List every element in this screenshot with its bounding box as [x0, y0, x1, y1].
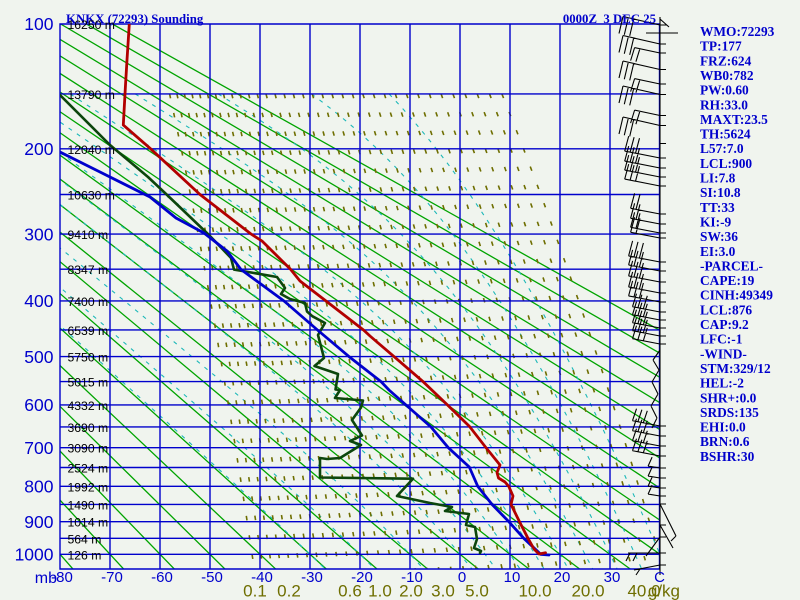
svg-text:3090 m: 3090 m — [68, 442, 109, 456]
svg-text:3690 m: 3690 m — [68, 421, 109, 435]
svg-text:CINH:49349: CINH:49349 — [700, 288, 773, 303]
svg-text:-60: -60 — [151, 569, 173, 586]
svg-text:20.0: 20.0 — [571, 582, 604, 600]
svg-text:WB0:782: WB0:782 — [700, 68, 754, 83]
svg-text:-70: -70 — [101, 569, 123, 586]
svg-text:-30: -30 — [301, 569, 323, 586]
svg-text:3.0: 3.0 — [431, 582, 455, 600]
svg-text:-20: -20 — [351, 569, 373, 586]
svg-text:-40: -40 — [251, 569, 273, 586]
svg-text:16250 m: 16250 m — [68, 18, 115, 32]
svg-text:10630 m: 10630 m — [68, 188, 115, 202]
svg-text:8347 m: 8347 m — [68, 263, 109, 277]
svg-text:900: 900 — [24, 512, 53, 532]
svg-text:4332 m: 4332 m — [68, 399, 109, 413]
svg-text:CAP:9.2: CAP:9.2 — [700, 317, 749, 332]
svg-text:9410 m: 9410 m — [68, 228, 109, 242]
svg-text:-WIND-: -WIND- — [700, 346, 747, 361]
svg-text:20: 20 — [554, 569, 571, 586]
svg-text:KI:-9: KI:-9 — [700, 214, 732, 229]
svg-text:0.6: 0.6 — [338, 582, 362, 600]
svg-text:CAPE:19: CAPE:19 — [700, 273, 755, 288]
svg-text:EI:3.0: EI:3.0 — [700, 244, 736, 259]
svg-text:mb: mb — [35, 570, 57, 587]
svg-text:13790 m: 13790 m — [68, 88, 115, 102]
svg-text:10.0: 10.0 — [518, 582, 551, 600]
svg-text:LI:7.8: LI:7.8 — [700, 171, 736, 186]
svg-text:100: 100 — [24, 14, 53, 34]
svg-text:-80: -80 — [51, 569, 73, 586]
svg-text:TT:33: TT:33 — [700, 200, 735, 215]
svg-text:LCL:876: LCL:876 — [700, 302, 752, 317]
svg-text:40.0: 40.0 — [627, 582, 660, 600]
svg-text:1992 m: 1992 m — [68, 480, 109, 494]
svg-text:EHI:0.0: EHI:0.0 — [700, 420, 746, 435]
svg-text:0000Z 3 DEC 25: 0000Z 3 DEC 25 — [563, 12, 656, 26]
svg-text:SW:36: SW:36 — [700, 229, 738, 244]
svg-text:TP:177: TP:177 — [700, 39, 742, 54]
svg-text:30: 30 — [604, 569, 621, 586]
svg-text:SRDS:135: SRDS:135 — [700, 405, 759, 420]
svg-text:1000: 1000 — [15, 545, 54, 565]
svg-text:STM:329/12: STM:329/12 — [700, 361, 771, 376]
svg-text:C: C — [654, 569, 665, 586]
svg-text:BRN:0.6: BRN:0.6 — [700, 434, 750, 449]
svg-text:10: 10 — [504, 569, 521, 586]
svg-text:FRZ:624: FRZ:624 — [700, 53, 752, 68]
svg-text:1490 m: 1490 m — [68, 498, 109, 512]
svg-text:-50: -50 — [201, 569, 223, 586]
svg-text:1014 m: 1014 m — [68, 516, 109, 530]
svg-text:0.2: 0.2 — [277, 582, 301, 600]
svg-text:600: 600 — [24, 395, 53, 415]
svg-text:TH:5624: TH:5624 — [700, 127, 751, 142]
svg-text:5015 m: 5015 m — [68, 376, 109, 390]
svg-text:HEL:-2: HEL:-2 — [700, 376, 744, 391]
svg-text:WMO:72293: WMO:72293 — [700, 24, 775, 39]
svg-text:-PARCEL-: -PARCEL- — [700, 258, 763, 273]
svg-text:500: 500 — [24, 347, 53, 367]
svg-text:700: 700 — [24, 438, 53, 458]
svg-text:126 m: 126 m — [68, 548, 102, 562]
svg-text:0: 0 — [458, 569, 466, 586]
svg-text:LFC:-1: LFC:-1 — [700, 332, 742, 347]
svg-text:BSHR:30: BSHR:30 — [700, 449, 755, 464]
svg-text:SI:10.8: SI:10.8 — [700, 185, 741, 200]
svg-text:1.0: 1.0 — [368, 582, 392, 600]
svg-text:7400 m: 7400 m — [68, 295, 109, 309]
svg-text:L57:7.0: L57:7.0 — [700, 141, 744, 156]
svg-text:5.0: 5.0 — [465, 582, 489, 600]
svg-text:564 m: 564 m — [68, 532, 102, 546]
svg-text:MAXT:23.5: MAXT:23.5 — [700, 112, 768, 127]
svg-text:5750 m: 5750 m — [68, 351, 109, 365]
svg-text:g/kg: g/kg — [648, 582, 680, 600]
svg-text:SHR+:0.0: SHR+:0.0 — [700, 390, 757, 405]
svg-text:2.0: 2.0 — [399, 582, 423, 600]
svg-text:RH:33.0: RH:33.0 — [700, 97, 748, 112]
svg-text:12040 m: 12040 m — [68, 143, 115, 157]
svg-text:200: 200 — [24, 139, 53, 159]
svg-text:300: 300 — [24, 224, 53, 244]
svg-text:LCL:900: LCL:900 — [700, 156, 752, 171]
svg-text:-10: -10 — [401, 569, 423, 586]
svg-text:800: 800 — [24, 477, 53, 497]
svg-text:KNKX (72293) Sounding: KNKX (72293) Sounding — [66, 12, 204, 26]
svg-text:2524 m: 2524 m — [68, 461, 109, 475]
svg-text:400: 400 — [24, 291, 53, 311]
svg-text:6539 m: 6539 m — [68, 324, 109, 338]
svg-text:PW:0.60: PW:0.60 — [700, 83, 749, 98]
svg-text:0.1: 0.1 — [243, 582, 267, 600]
